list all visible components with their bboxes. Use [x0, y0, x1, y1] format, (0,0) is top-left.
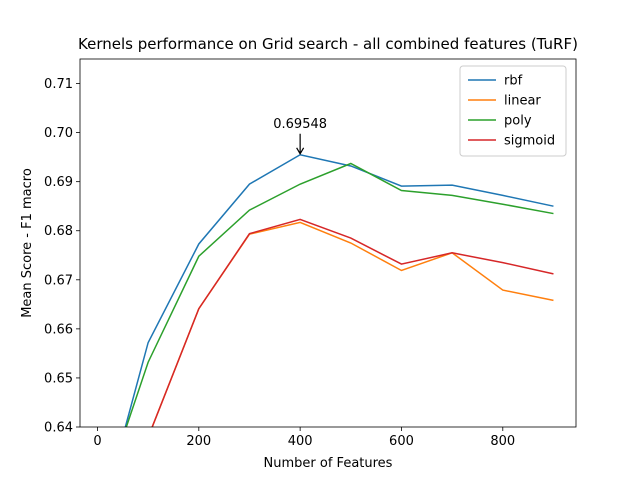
x-tick-label: 200 [186, 434, 211, 449]
annotation-label: 0.69548 [273, 117, 327, 132]
plot-area [124, 153, 554, 427]
y-axis-label: Mean Score - F1 macro [20, 168, 35, 318]
legend-box [459, 65, 567, 157]
x-tick-label: 600 [389, 434, 414, 449]
series-line [125, 162, 554, 427]
y-tick-label: 0.69 [44, 175, 73, 190]
x-tick-label: 400 [288, 434, 313, 449]
y-tick-label: 0.66 [44, 322, 73, 337]
legend-label: rbf [504, 74, 523, 89]
y-tick-label: 0.67 [44, 273, 73, 288]
series-line [124, 153, 554, 427]
x-tick-label: 800 [490, 434, 515, 449]
y-tick-label: 0.71 [44, 77, 73, 92]
series-line [151, 218, 554, 427]
legend-label: poly [504, 114, 532, 129]
chart-title: Kernels performance on Grid search - all… [78, 35, 578, 53]
x-tick-label: 0 [93, 434, 101, 449]
axes-frame [79, 58, 577, 428]
y-tick-label: 0.65 [44, 371, 73, 386]
legend-label: linear [504, 94, 541, 109]
legend-label: sigmoid [504, 134, 555, 149]
annotation-arrow [296, 133, 305, 155]
x-axis-label: Number of Features [264, 456, 393, 471]
y-tick-label: 0.70 [44, 126, 73, 141]
y-tick-label: 0.64 [44, 421, 73, 436]
y-tick-label: 0.68 [44, 224, 73, 239]
